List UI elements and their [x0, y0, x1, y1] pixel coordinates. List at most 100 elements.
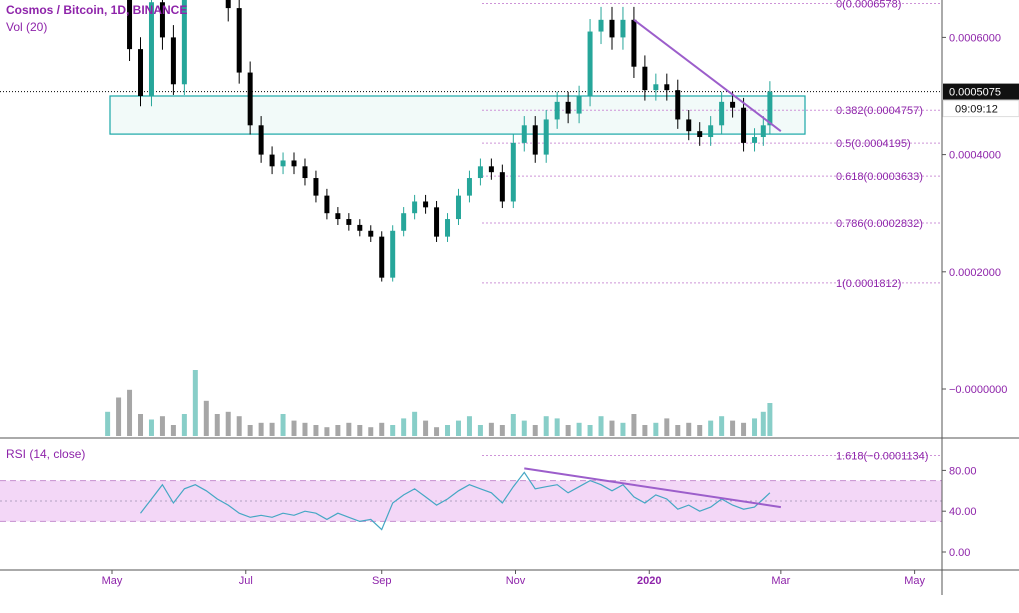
volume-bar — [741, 422, 747, 436]
candle-body — [730, 101, 736, 108]
candle-body — [675, 90, 681, 120]
time-tick-label: Nov — [506, 575, 526, 587]
volume-bar — [445, 425, 451, 436]
volume-bar — [565, 425, 571, 436]
candle-body — [368, 230, 374, 237]
candle-body — [499, 172, 505, 202]
candle-body — [390, 230, 396, 278]
fib-level-label: 1(0.0001812) — [836, 278, 901, 290]
time-tick-label: May — [102, 575, 123, 587]
volume-bar — [423, 420, 429, 436]
candle-body — [280, 160, 286, 167]
volume-bar — [521, 420, 527, 436]
volume-bar — [335, 425, 341, 436]
candle-body — [510, 142, 516, 202]
candle-body — [302, 166, 308, 179]
volume-bar — [554, 418, 560, 436]
volume-bar — [258, 422, 264, 436]
candle-body — [708, 125, 714, 138]
candle-body — [434, 207, 440, 237]
volume-bar — [159, 416, 165, 436]
candle-body — [554, 101, 560, 120]
candle-body — [324, 195, 330, 214]
candle-body — [664, 84, 670, 91]
candle-body — [488, 166, 494, 173]
time-tick-label: May — [904, 575, 925, 587]
candle-body — [686, 119, 692, 132]
fib-level-label: 0.5(0.0004195) — [836, 138, 911, 150]
volume-bar — [138, 414, 144, 436]
rsi-pane-label: RSI (14, close) — [6, 447, 86, 461]
volume-bar — [214, 414, 220, 436]
volume-pane-label: Vol (20) — [6, 20, 48, 34]
price-trendline — [633, 19, 782, 132]
volume-bar — [543, 416, 549, 436]
volume-bar — [192, 370, 198, 436]
candle-body — [335, 213, 341, 220]
volume-bar — [653, 422, 659, 436]
candle-body — [719, 101, 725, 126]
volume-bar — [708, 420, 714, 436]
volume-bar — [466, 416, 472, 436]
candle-body — [445, 219, 451, 237]
volume-bar — [324, 427, 330, 436]
volume-bar — [598, 416, 604, 436]
volume-bar — [280, 414, 286, 436]
price-tick-label: −0.0000000 — [949, 384, 1007, 396]
volume-bar — [620, 422, 626, 436]
time-tick-label: 2020 — [637, 575, 661, 587]
candle-body — [423, 201, 429, 208]
candle-body — [236, 8, 242, 73]
volume-bar — [576, 422, 582, 436]
candle-body — [543, 119, 549, 155]
volume-bar — [752, 418, 758, 436]
volume-bar — [170, 425, 176, 436]
volume-bar — [477, 425, 483, 436]
price-tick-label: 0.0006000 — [949, 32, 1001, 44]
price-tick-label: 0.0002000 — [949, 267, 1001, 279]
candle-body — [642, 66, 648, 91]
candle-body — [455, 195, 461, 220]
volume-bar — [488, 422, 494, 436]
volume-bar — [719, 416, 725, 436]
support-zone — [109, 95, 806, 135]
candle-body — [598, 19, 604, 32]
candle-body — [609, 19, 615, 38]
candle-body — [379, 236, 385, 278]
volume-bar — [247, 425, 253, 436]
candle-body — [313, 178, 319, 196]
volume-bar — [368, 427, 374, 436]
volume-bar — [631, 414, 637, 436]
volume-bar — [767, 403, 773, 436]
candle-body — [412, 201, 418, 214]
volume-bar — [236, 416, 242, 436]
volume-bar — [357, 425, 363, 436]
current-price-label: 0.0005075 — [949, 87, 1001, 99]
candle-body — [466, 178, 472, 196]
candle-body — [291, 160, 297, 167]
volume-bar — [412, 411, 418, 436]
volume-bar — [642, 425, 648, 436]
volume-bar — [203, 400, 209, 436]
fib-level-label: 0(0.0006578) — [836, 0, 901, 11]
candle-body — [521, 125, 527, 143]
volume-bar — [532, 425, 538, 436]
candle-body — [269, 154, 275, 167]
candle-body — [741, 107, 747, 143]
time-tick-label: Mar — [771, 575, 790, 587]
rsi-tick-label: 0.00 — [949, 547, 970, 559]
candle-body — [653, 84, 659, 91]
volume-bar — [269, 422, 275, 436]
volume-bar — [499, 425, 505, 436]
volume-bar — [390, 425, 396, 436]
candle-body — [357, 224, 363, 231]
candle-body — [127, 0, 133, 50]
volume-bar — [730, 420, 736, 436]
rsi-tick-label: 80.00 — [949, 465, 977, 477]
volume-bar — [675, 425, 681, 436]
candle-body — [760, 125, 766, 138]
fib-level-label: 0.382(0.0004757) — [836, 105, 923, 117]
volume-bar — [686, 422, 692, 436]
